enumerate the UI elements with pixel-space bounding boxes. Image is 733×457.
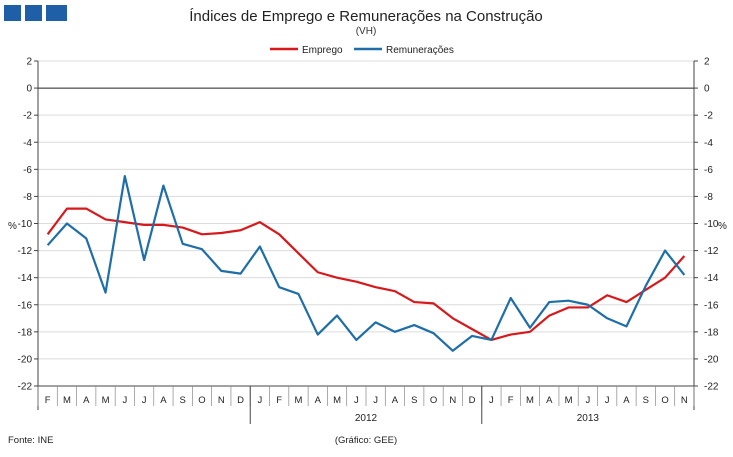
x-tick-label: M — [63, 395, 71, 406]
x-tick-label: J — [142, 395, 147, 406]
x-tick-label: J — [489, 395, 494, 406]
y-tick-label-right: 0 — [704, 84, 710, 95]
x-tick-label: A — [160, 395, 167, 406]
y-tick-label-right: -14 — [704, 273, 719, 284]
y-tick-label-left: -10 — [18, 219, 33, 230]
y-tick-label-left: -20 — [18, 354, 33, 365]
y-tick-label-left: 2 — [26, 57, 32, 68]
x-tick-label: O — [430, 395, 437, 406]
x-tick-label: O — [198, 395, 205, 406]
x-tick-label: N — [449, 395, 456, 406]
y-tick-label-right: -12 — [704, 246, 719, 257]
x-tick-label: O — [661, 395, 668, 406]
legend: Emprego Remunerações — [270, 45, 454, 56]
x-tick-label: F — [276, 395, 282, 406]
y-tick-label-right: -22 — [704, 382, 719, 393]
x-tick-label: S — [643, 395, 649, 406]
chart-subtitle: (VH) — [356, 26, 377, 37]
y-tick-label-left: 0 — [26, 84, 32, 95]
x-tick-label: S — [411, 395, 417, 406]
x-tick-label: J — [122, 395, 127, 406]
source-note: Fonte: INE — [8, 435, 53, 446]
x-tick-label: A — [392, 395, 399, 406]
y-tick-label-left: -12 — [18, 246, 33, 257]
x-tick-label: N — [681, 395, 688, 406]
x-tick-label: J — [258, 395, 263, 406]
y-tick-label-right: -2 — [704, 111, 713, 122]
x-tick-label: S — [180, 395, 186, 406]
legend-label-remuneracoes: Remunerações — [386, 45, 454, 56]
x-tick-label: M — [565, 395, 573, 406]
x-tick-label: J — [605, 395, 610, 406]
x-tick-label: D — [469, 395, 476, 406]
x-tick-label: N — [218, 395, 225, 406]
x-tick-label: F — [45, 395, 51, 406]
year-label: 2012 — [355, 413, 378, 424]
y-tick-label-right: -16 — [704, 300, 719, 311]
legend-label-emprego: Emprego — [302, 45, 343, 56]
y-tick-label-right: -8 — [704, 192, 713, 203]
y-tick-label-left: -2 — [23, 111, 32, 122]
x-tick-label: M — [333, 395, 341, 406]
x-tick-label: J — [586, 395, 591, 406]
series-layer — [46, 175, 686, 352]
y-tick-label-right: -20 — [704, 354, 719, 365]
axes: 2 2 0 0 -2 -2 -4 -4 -6 -6 -8 -8 -10 -10 -12 -12 -14 -14 -1… — [18, 57, 719, 424]
logo-icon — [4, 5, 67, 21]
x-tick-label: A — [315, 395, 322, 406]
x-tick-label: J — [354, 395, 359, 406]
y-tick-label-right: 2 — [704, 57, 710, 68]
y-tick-label-right: -6 — [704, 165, 713, 176]
x-tick-label: D — [237, 395, 244, 406]
x-tick-label: M — [102, 395, 110, 406]
y-tick-label-left: -22 — [18, 382, 33, 393]
y-tick-label-left: -14 — [18, 273, 33, 284]
y-tick-label-left: -4 — [23, 138, 32, 149]
y-tick-label-right: -10 — [704, 219, 719, 230]
chart-title: Índices de Emprego e Remunerações na Con… — [189, 8, 543, 25]
x-tick-label: M — [526, 395, 534, 406]
x-tick-label: M — [295, 395, 303, 406]
x-tick-label: A — [83, 395, 90, 406]
y-axis-label-left: % — [8, 221, 17, 232]
x-tick-label: A — [546, 395, 553, 406]
x-tick-label: F — [508, 395, 514, 406]
x-tick-label: J — [373, 395, 378, 406]
y-tick-label-right: -4 — [704, 138, 713, 149]
y-tick-label-left: -8 — [23, 192, 32, 203]
y-axis-label-right: % — [718, 221, 727, 232]
y-tick-label-left: -6 — [23, 165, 32, 176]
x-tick-label: A — [623, 395, 630, 406]
y-tick-label-left: -16 — [18, 300, 33, 311]
year-label: 2013 — [577, 413, 600, 424]
series-line-remuneracoes — [46, 175, 686, 352]
credit-note: (Gráfico: GEE) — [335, 435, 397, 446]
y-tick-label-right: -18 — [704, 327, 719, 338]
series-line-emprego — [46, 207, 686, 342]
y-tick-label-left: -18 — [18, 327, 33, 338]
